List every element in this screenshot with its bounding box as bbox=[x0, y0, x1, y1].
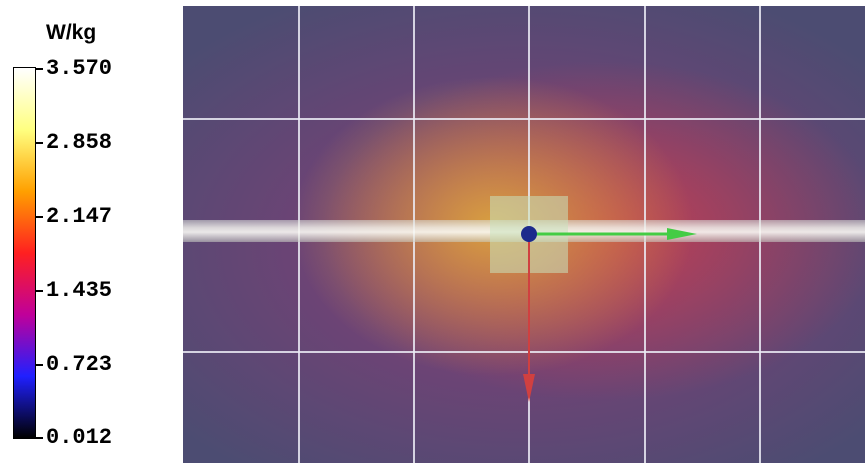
legend-tick-label: 3.570 bbox=[46, 56, 113, 81]
legend-tick-mark bbox=[36, 437, 43, 439]
legend-tick-label: 2.858 bbox=[46, 130, 113, 155]
legend-tick-mark bbox=[36, 290, 43, 292]
3d-viewport[interactable] bbox=[183, 6, 865, 463]
legend-unit-label: W/kg bbox=[46, 21, 97, 44]
grid-line bbox=[183, 351, 865, 353]
y-axis-arrowhead[interactable] bbox=[523, 374, 535, 402]
legend-tick-label: 0.723 bbox=[46, 352, 113, 377]
x-axis-arrowhead[interactable] bbox=[667, 228, 697, 240]
legend-tick-mark bbox=[36, 364, 43, 366]
legend-tick-label: 2.147 bbox=[46, 204, 113, 229]
axis-gizmo[interactable] bbox=[183, 6, 865, 463]
colorbar bbox=[13, 67, 36, 439]
legend-tick-mark bbox=[36, 142, 43, 144]
legend-tick-mark bbox=[36, 216, 43, 218]
legend-tick-label: 0.012 bbox=[46, 425, 113, 450]
grid-line bbox=[183, 118, 865, 120]
legend-tick-label: 1.435 bbox=[46, 278, 113, 303]
origin-point[interactable] bbox=[521, 226, 537, 242]
legend-tick-mark bbox=[36, 68, 43, 70]
color-scale-legend: W/kg 3.570 2.858 2.147 1.435 0.723 0.012 bbox=[0, 0, 183, 463]
